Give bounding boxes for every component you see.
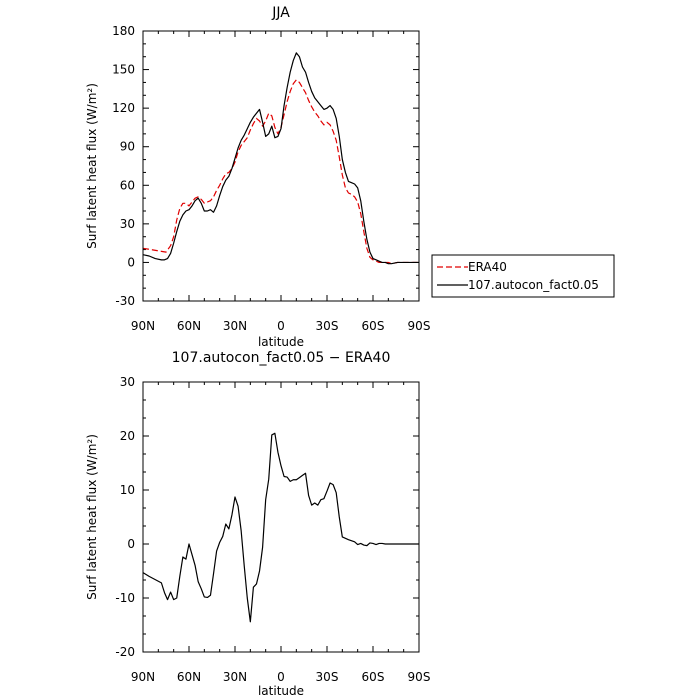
top-y-tick-label: 0 bbox=[127, 255, 135, 269]
top-y-tick-label: 120 bbox=[112, 101, 135, 115]
top-x-tick-label: 60N bbox=[177, 319, 201, 333]
top-x-tick-label: 90N bbox=[131, 319, 155, 333]
top-y-tick-label: 150 bbox=[112, 63, 135, 77]
bottom-plot-area bbox=[142, 432, 419, 623]
top-plot-area bbox=[142, 52, 419, 265]
top-y-tick-label: 90 bbox=[120, 140, 135, 154]
bottom-y-tick-label: -20 bbox=[115, 645, 135, 659]
bottom-x-axis: 90N 60N 30N 0 30S 60S 90S bbox=[131, 382, 431, 684]
bottom-x-axis-title: latitude bbox=[258, 684, 304, 698]
bottom-chart: 107.autocon_fact0.05 − ERA40 -20 -10 0 10 20… bbox=[85, 350, 430, 698]
bottom-x-tick-label: 60N bbox=[177, 670, 201, 684]
legend-label-autocon: 107.autocon_fact0.05 bbox=[468, 278, 599, 292]
top-chart-title: JJA bbox=[271, 5, 290, 21]
bottom-x-tick-label: 90S bbox=[408, 670, 431, 684]
bottom-series-line-0 bbox=[142, 432, 419, 623]
top-x-tick-label: 30S bbox=[316, 319, 339, 333]
top-x-tick-label: 90S bbox=[408, 319, 431, 333]
top-y-tick-label: 180 bbox=[112, 24, 135, 38]
top-x-axis-title: latitude bbox=[258, 335, 304, 349]
bottom-plot-frame bbox=[142, 381, 420, 653]
bottom-y-tick-label: 10 bbox=[120, 483, 135, 497]
bottom-y-tick-label: 0 bbox=[127, 537, 135, 551]
bottom-x-tick-label: 30N bbox=[223, 670, 247, 684]
bottom-y-axis-title: Surf latent heat flux (W/m²) bbox=[85, 434, 99, 600]
top-series-line-0 bbox=[142, 79, 419, 265]
bottom-y-tick-label: -10 bbox=[115, 591, 135, 605]
bottom-x-tick-label: 90N bbox=[131, 670, 155, 684]
top-y-tick-label: -30 bbox=[115, 294, 135, 308]
bottom-x-tick-label: 0 bbox=[277, 670, 285, 684]
bottom-y-tick-label: 30 bbox=[120, 375, 135, 389]
top-y-tick-label: 60 bbox=[120, 178, 135, 192]
top-x-axis: 90N 60N 30N 0 30S 60S 90S bbox=[131, 31, 431, 333]
top-x-tick-label: 0 bbox=[277, 319, 285, 333]
top-series-line-1 bbox=[142, 52, 419, 265]
legend-frame bbox=[431, 254, 615, 298]
legend: ERA40 107.autocon_fact0.05 bbox=[431, 254, 615, 298]
top-chart: JJA -30 0 30 60 90 120 150 180 90N 60N 30N 0 30S 60S… bbox=[85, 5, 615, 349]
top-x-tick-label: 60S bbox=[362, 319, 385, 333]
top-plot-frame bbox=[142, 30, 420, 302]
top-y-axis: -30 0 30 60 90 120 150 180 bbox=[112, 24, 419, 308]
top-y-tick-label: 30 bbox=[120, 217, 135, 231]
bottom-y-tick-label: 20 bbox=[120, 429, 135, 443]
legend-label-era40: ERA40 bbox=[468, 260, 507, 274]
top-x-tick-label: 30N bbox=[223, 319, 247, 333]
bottom-x-tick-label: 60S bbox=[362, 670, 385, 684]
bottom-x-tick-label: 30S bbox=[316, 670, 339, 684]
bottom-y-axis: -20 -10 0 10 20 30 bbox=[115, 375, 419, 659]
top-y-axis-title: Surf latent heat flux (W/m²) bbox=[85, 83, 99, 249]
bottom-chart-title: 107.autocon_fact0.05 − ERA40 bbox=[172, 350, 391, 366]
